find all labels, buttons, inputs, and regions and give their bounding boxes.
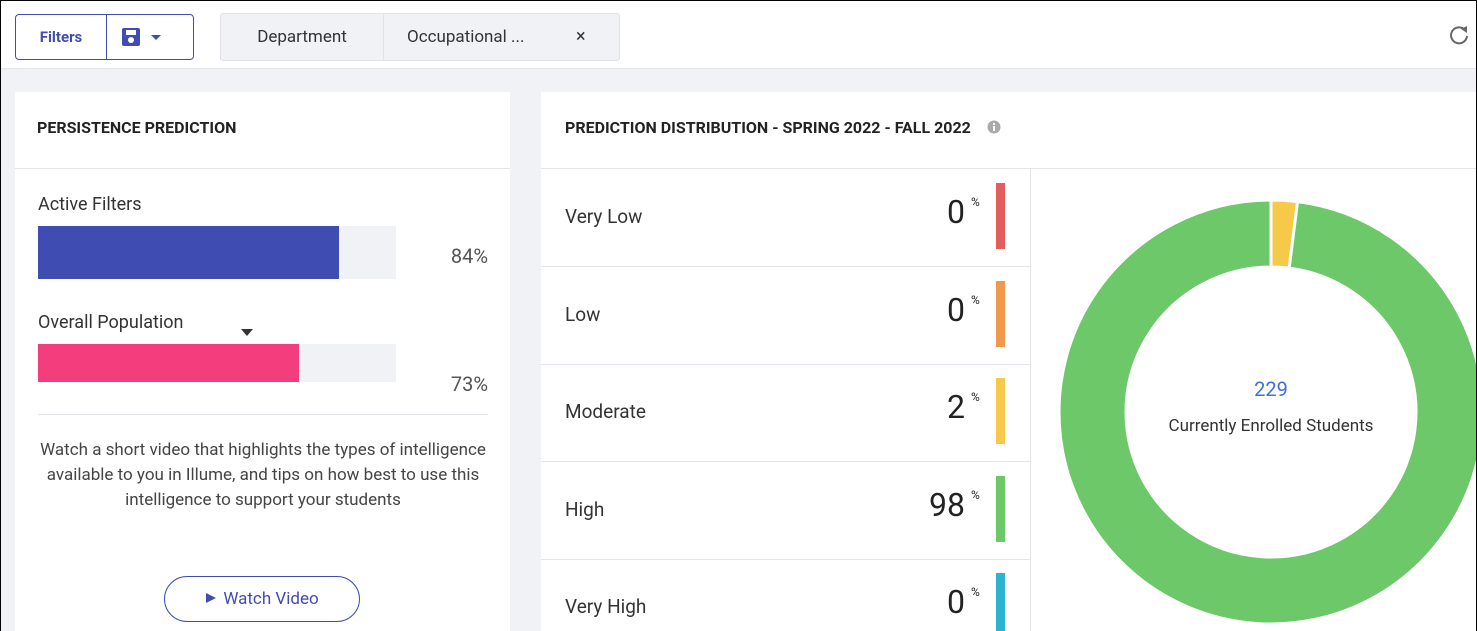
card-title: PREDICTION DISTRIBUTION - SPRING 2022 - …	[541, 92, 1477, 169]
row-value: 98	[929, 485, 965, 524]
row-unit: %	[971, 487, 980, 502]
row-color-bar	[996, 475, 1005, 542]
distribution-rows: Very Low 0% Low 0% Moderate 2% High 98% Very Hig…	[541, 169, 1031, 631]
row-value: 0	[947, 290, 965, 329]
donut-total: 229	[1254, 377, 1288, 401]
row-unit: %	[971, 390, 980, 404]
refresh-icon[interactable]	[1448, 24, 1470, 46]
row-color-bar	[996, 183, 1005, 249]
filter-group: Filters	[15, 14, 194, 60]
tab[interactable]: Department	[221, 14, 384, 60]
distribution-row: Very Low 0%	[541, 169, 1030, 267]
bar-track	[38, 226, 396, 279]
bar-label: Overall Population	[38, 312, 184, 333]
donut-chart: 229 Currently Enrolled Students	[1057, 198, 1477, 626]
row-label: Low	[565, 302, 601, 326]
row-color-bar	[996, 378, 1005, 444]
toolbar: Filters Department Occupational ... ×	[0, 0, 1477, 69]
donut-label: Currently Enrolled Students	[1169, 416, 1374, 436]
row-label: Very Low	[565, 205, 643, 228]
save-menu[interactable]	[120, 27, 170, 49]
persistence-card: PERSISTENCE PREDICTION Active Filters 84%…	[15, 92, 510, 631]
distribution-row: Moderate 2%	[541, 364, 1030, 462]
tab-close[interactable]: ×	[576, 26, 586, 47]
bar-value: 84%	[450, 244, 488, 268]
row-label: Moderate	[565, 400, 646, 423]
distribution-row: High 98%	[541, 462, 1030, 560]
watch-video-button[interactable]: Watch Video	[164, 576, 360, 622]
tab[interactable]: Occupational ...	[407, 27, 525, 47]
info-icon[interactable]	[987, 120, 1001, 134]
row-unit: %	[971, 195, 980, 209]
distribution-row: Low 0%	[541, 267, 1030, 365]
distribution-row: Very High 0%	[541, 559, 1030, 631]
row-unit: %	[971, 292, 980, 307]
bar-track	[38, 344, 396, 382]
dropdown-caret	[241, 322, 253, 341]
row-color-bar	[996, 573, 1005, 631]
row-color-bar	[996, 280, 1005, 347]
bar	[38, 344, 300, 382]
bar-label: Active Filters	[38, 194, 142, 215]
row-value: 0	[947, 583, 965, 621]
card-title: PERSISTENCE PREDICTION	[15, 92, 510, 169]
row-label: Very High	[565, 595, 647, 618]
donut-segment	[1057, 198, 1477, 626]
filter-tabs: Department Occupational ... ×	[220, 13, 620, 61]
video-text: Watch a short video that highlights the …	[40, 440, 486, 510]
row-value: 0	[947, 193, 965, 231]
bar	[38, 226, 339, 279]
row-value: 2	[947, 388, 965, 426]
filters-button[interactable]: Filters	[16, 15, 107, 59]
row-label: High	[565, 497, 605, 521]
button-label: Watch Video	[223, 589, 319, 609]
title-text: PREDICTION DISTRIBUTION - SPRING 2022 - …	[565, 118, 971, 137]
row-unit: %	[971, 585, 980, 599]
bar-value: 73%	[450, 372, 488, 396]
divider	[38, 414, 488, 415]
distribution-card: PREDICTION DISTRIBUTION - SPRING 2022 - …	[541, 92, 1477, 631]
play-icon	[206, 593, 217, 603]
